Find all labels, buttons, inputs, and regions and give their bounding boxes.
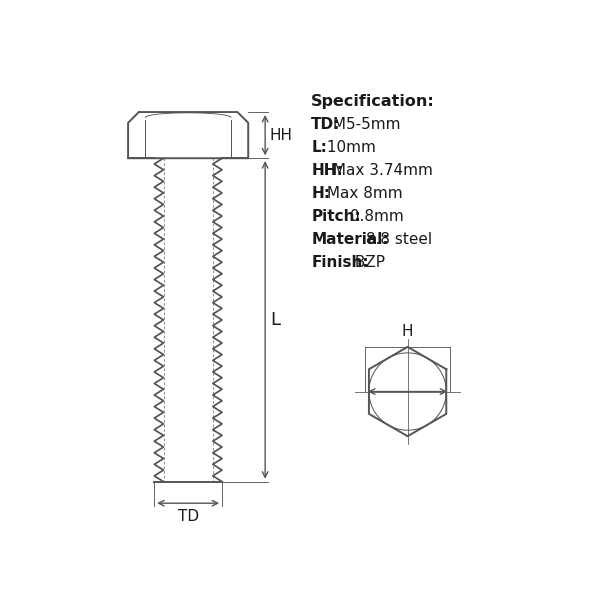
Text: Max 8mm: Max 8mm [322,186,403,201]
Text: L: L [270,311,280,329]
Text: M5-5mm: M5-5mm [328,116,400,131]
Text: 10mm: 10mm [322,140,376,155]
Text: BZP: BZP [350,255,385,270]
Text: TD: TD [178,509,199,524]
Text: 8.8 steel: 8.8 steel [361,232,433,247]
Text: HH: HH [270,128,293,143]
Text: Material:: Material: [311,232,389,247]
Text: Specification:: Specification: [311,94,435,109]
Text: HH:: HH: [311,163,343,178]
Text: H:: H: [311,186,331,201]
Text: L:: L: [311,140,327,155]
Text: Max 3.74mm: Max 3.74mm [328,163,433,178]
Text: 0.8mm: 0.8mm [344,209,403,224]
Text: Pitch:: Pitch: [311,209,361,224]
Text: Finish:: Finish: [311,255,369,270]
Text: TD:: TD: [311,116,341,131]
Text: H: H [402,324,413,339]
